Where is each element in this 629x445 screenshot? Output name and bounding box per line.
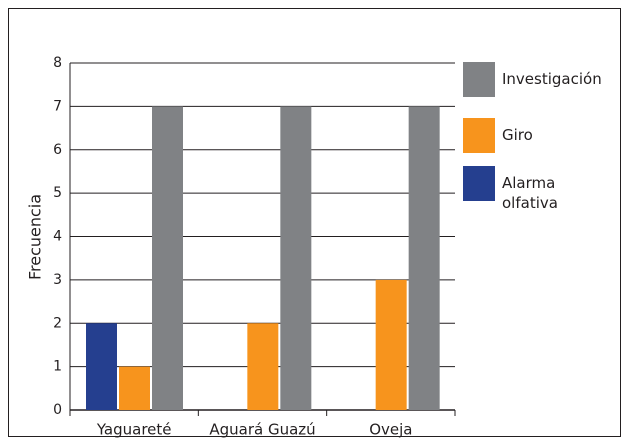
legend-label: Giro [502, 126, 533, 144]
bar [280, 106, 312, 410]
y-tick-label: 2 [53, 315, 62, 331]
legend-swatch [463, 62, 495, 97]
legend-swatch [463, 166, 495, 201]
bar [375, 279, 407, 410]
x-tick-label: Oveja [369, 421, 412, 439]
y-tick-label: 0 [53, 402, 62, 418]
legend-label: Alarma olfativa [502, 174, 558, 212]
bar [86, 323, 117, 410]
y-tick-label: 1 [53, 359, 62, 375]
y-tick-label: 7 [53, 98, 62, 114]
bar [247, 323, 279, 410]
y-axis-label: Frecuencia [26, 194, 45, 280]
legend-swatch [463, 118, 495, 153]
bar [152, 106, 183, 410]
y-tick-label: 8 [53, 55, 62, 71]
legend-label: Investigación [502, 70, 602, 88]
frame [8, 8, 621, 437]
y-tick-label: 6 [53, 142, 62, 158]
bar [119, 366, 150, 410]
y-tick-label: 5 [53, 185, 62, 201]
x-tick-label: Yaguareté [96, 421, 172, 439]
x-tick-label: Aguará Guazú [209, 421, 315, 439]
y-tick-label: 3 [53, 272, 62, 288]
y-tick-label: 4 [53, 229, 62, 245]
bar [408, 106, 440, 410]
